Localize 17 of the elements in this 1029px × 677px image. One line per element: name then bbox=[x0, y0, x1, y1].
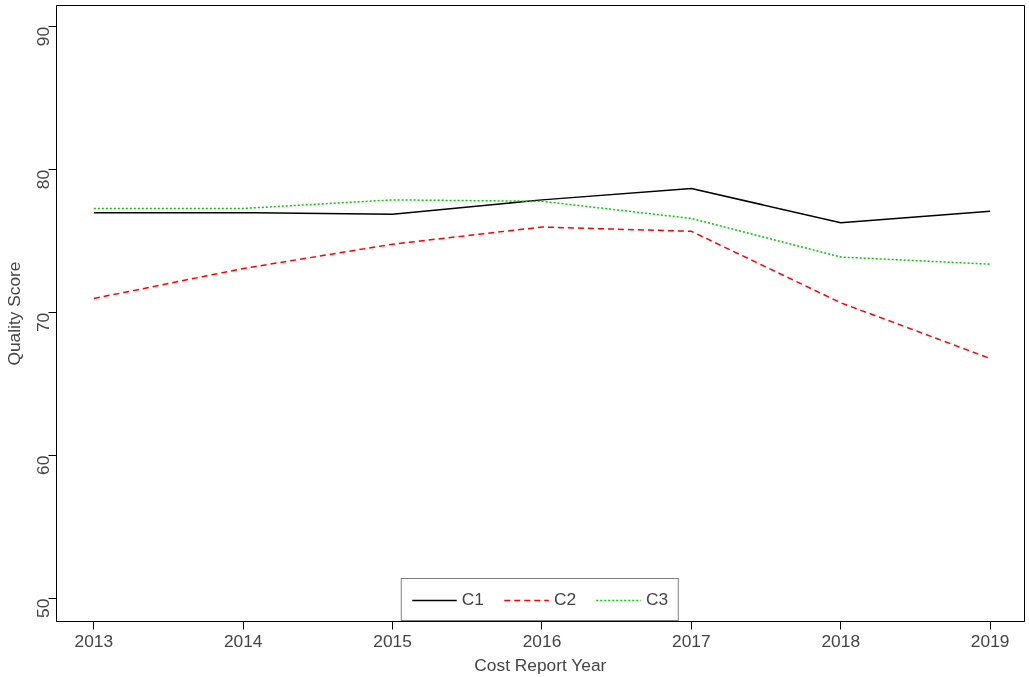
legend-label: C2 bbox=[553, 589, 577, 610]
y-tick-label: 80 bbox=[33, 169, 54, 190]
x-tick-label: 2016 bbox=[522, 630, 562, 651]
legend-label: C1 bbox=[461, 589, 484, 610]
x-tick-label: 2017 bbox=[672, 630, 711, 651]
x-tick-label: 2019 bbox=[970, 630, 1010, 651]
y-tick-label: 50 bbox=[33, 598, 54, 618]
legend-label: C3 bbox=[646, 589, 669, 610]
x-tick-label: 2013 bbox=[74, 630, 114, 651]
y-tick-label: 60 bbox=[33, 455, 54, 475]
x-tick-label: 2014 bbox=[223, 630, 263, 651]
y-tick-label: 70 bbox=[33, 312, 54, 333]
y-axis-title: Quality Score bbox=[3, 261, 24, 366]
y-tick-label: 90 bbox=[33, 26, 54, 47]
x-tick-label: 2015 bbox=[373, 630, 412, 651]
x-tick-label: 2018 bbox=[821, 630, 861, 651]
x-axis-title: Cost Report Year bbox=[474, 654, 607, 675]
